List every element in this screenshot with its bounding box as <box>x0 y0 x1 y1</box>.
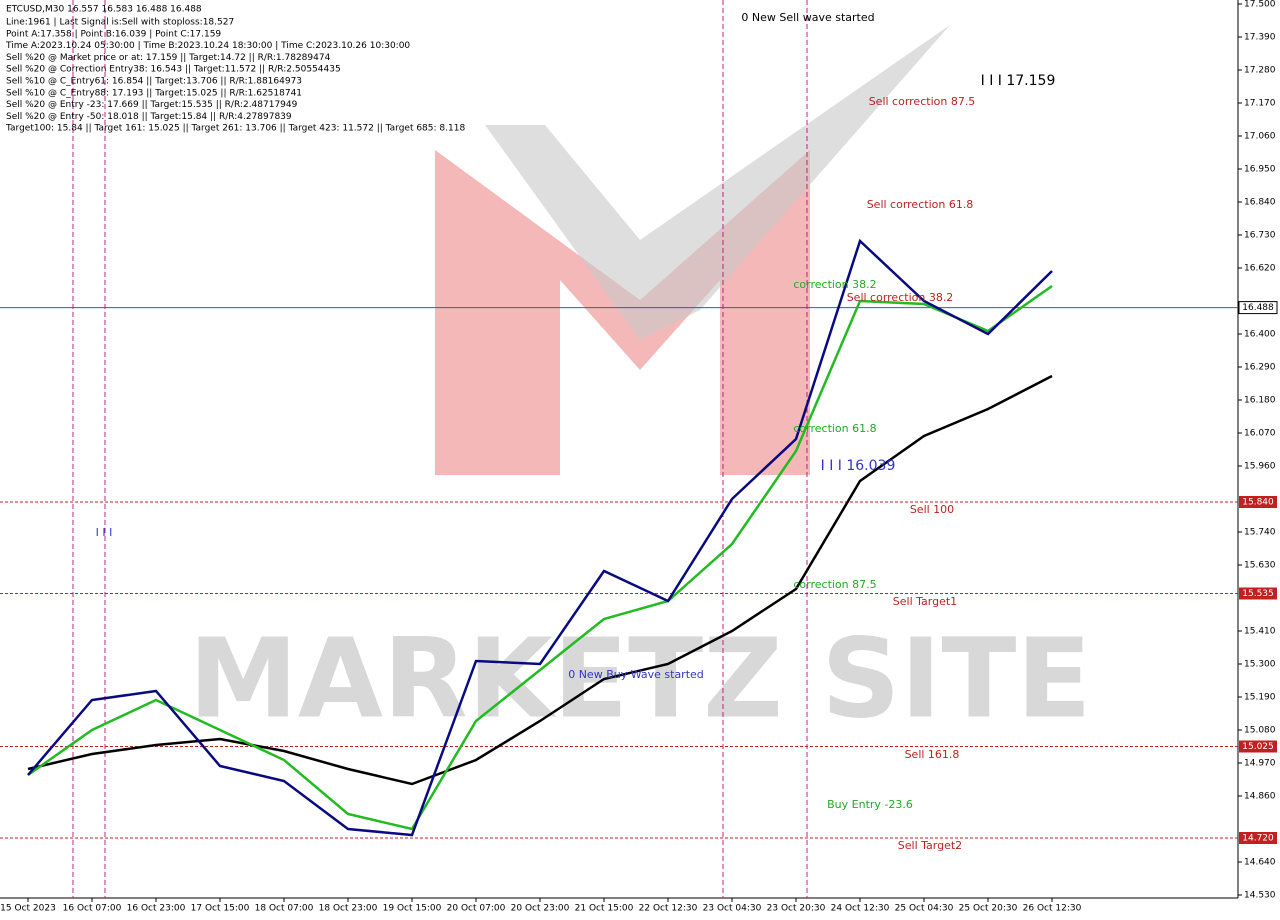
x-tick-label: 20 Oct 23:00 <box>511 904 570 914</box>
price-box-label: 14.720 <box>1242 834 1274 844</box>
x-tick-label: 26 Oct 12:30 <box>1023 904 1082 914</box>
y-tick-label: 15.740 <box>1244 528 1276 538</box>
y-tick-label: 15.190 <box>1244 693 1276 703</box>
x-tick-label: 25 Oct 20:30 <box>959 904 1018 914</box>
y-tick-label: 17.280 <box>1244 66 1276 76</box>
time-markers <box>72 0 808 898</box>
annotation: correction 61.8 <box>793 422 876 435</box>
y-tick-label: 17.060 <box>1244 132 1276 142</box>
x-tick-label: 25 Oct 04:30 <box>895 904 954 914</box>
annotation: correction 87.5 <box>793 578 876 591</box>
annotation: 0 New Sell wave started <box>741 11 874 24</box>
annotation: Buy Entry -23.6 <box>827 798 913 811</box>
info-line: Sell %20 @ Entry -50: 18.018 || Target:1… <box>6 112 292 122</box>
y-tick-label: 15.630 <box>1244 561 1276 571</box>
x-tick-label: 24 Oct 12:30 <box>831 904 890 914</box>
x-tick-label: 20 Oct 07:00 <box>447 904 506 914</box>
x-tick-label: 16 Oct 23:00 <box>127 904 186 914</box>
logo <box>485 25 950 340</box>
price-box-label: 15.840 <box>1242 498 1274 508</box>
price-box <box>1239 740 1277 753</box>
annotation: Sell 161.8 <box>905 748 960 761</box>
info-line: Sell %20 @ Entry -23: 17.669 || Target:1… <box>6 100 298 110</box>
y-tick-label: 15.080 <box>1244 726 1276 736</box>
y-tick-label: 17.170 <box>1244 99 1276 109</box>
info-line: Sell %20 @ Correction Entry38: 16.543 ||… <box>6 65 341 75</box>
watermark: MARKETZ SITE <box>188 614 1091 742</box>
annotation: I I I 17.159 <box>981 73 1056 89</box>
moving-average <box>27 238 1053 837</box>
chart-title: ETCUSD,M30 16.557 16.583 16.488 16.488 <box>6 5 202 15</box>
annotation: Sell correction 61.8 <box>867 198 974 211</box>
annotation: Sell Target1 <box>893 595 957 608</box>
y-tick-label: 15.410 <box>1244 627 1276 637</box>
price-box <box>1239 496 1277 508</box>
y-tick-label: 17.390 <box>1244 33 1276 43</box>
y-tick-label: 16.070 <box>1244 429 1276 439</box>
x-tick-label: 23 Oct 20:30 <box>767 904 826 914</box>
annotation: Sell Target2 <box>898 839 962 852</box>
y-tick-label: 16.180 <box>1244 396 1276 406</box>
x-tick-label: 18 Oct 23:00 <box>319 904 378 914</box>
moving-average <box>27 284 1053 831</box>
annotation: Sell correction 87.5 <box>869 95 976 108</box>
annotation: 0 New Buy Wave started <box>568 668 704 681</box>
annotation: Sell 100 <box>910 503 954 516</box>
annotation: Sell correction 38.2 <box>847 291 954 304</box>
y-tick-label: 16.840 <box>1244 198 1276 208</box>
info-line: Sell %20 @ Market price or at: 17.159 ||… <box>6 53 331 63</box>
x-tick-label: 15 Oct 2023 <box>0 904 56 914</box>
y-tick-label: 16.730 <box>1244 231 1276 241</box>
price-box <box>1238 301 1278 315</box>
x-tick-label: 19 Oct 15:00 <box>383 904 442 914</box>
info-line: Line:1961 | Last Signal is:Sell with sto… <box>6 18 234 28</box>
y-tick-label: 16.950 <box>1244 165 1276 175</box>
y-tick-label: 16.290 <box>1244 363 1276 373</box>
price-box-label: 15.535 <box>1242 589 1274 599</box>
info-line: Sell %10 @ C_Entry61: 16.854 || Target:1… <box>6 77 302 87</box>
x-tick-label: 17 Oct 15:00 <box>191 904 250 914</box>
x-tick-label: 22 Oct 12:30 <box>639 904 698 914</box>
x-tick-label: 23 Oct 04:30 <box>703 904 762 914</box>
annotation: I I I 16.039 <box>821 458 896 474</box>
annotation: correction 38.2 <box>793 278 876 291</box>
y-tick-label: 17.500 <box>1244 0 1276 10</box>
x-tick-label: 21 Oct 15:00 <box>575 904 634 914</box>
x-tick-label: 16 Oct 07:00 <box>63 904 122 914</box>
y-tick-label: 15.300 <box>1244 660 1276 670</box>
annotation: I I I <box>96 526 113 539</box>
info-line: Point A:17.358 | Point B:16.039 | Point … <box>6 29 221 39</box>
price-box <box>1239 832 1277 844</box>
y-tick-label: 16.400 <box>1244 330 1276 340</box>
y-tick-label: 14.640 <box>1244 858 1276 868</box>
x-tick-label: 18 Oct 07:00 <box>255 904 314 914</box>
y-tick-label: 14.970 <box>1244 759 1276 769</box>
price-box-label: 16.488 <box>1242 303 1274 313</box>
y-tick-label: 16.620 <box>1244 264 1276 274</box>
price-box-label: 15.025 <box>1242 742 1274 752</box>
y-tick-label: 15.960 <box>1244 462 1276 472</box>
y-tick-label: 14.860 <box>1244 792 1276 802</box>
info-line: Time A:2023.10.24 05:30:00 | Time B:2023… <box>5 41 410 51</box>
y-tick-label: 14.530 <box>1244 891 1276 901</box>
info-line: Target100: 15.84 || Target 161: 15.025 |… <box>5 124 465 134</box>
info-line: Sell %10 @ C_Entry88: 17.193 || Target:1… <box>6 88 302 98</box>
price-box <box>1239 587 1277 600</box>
